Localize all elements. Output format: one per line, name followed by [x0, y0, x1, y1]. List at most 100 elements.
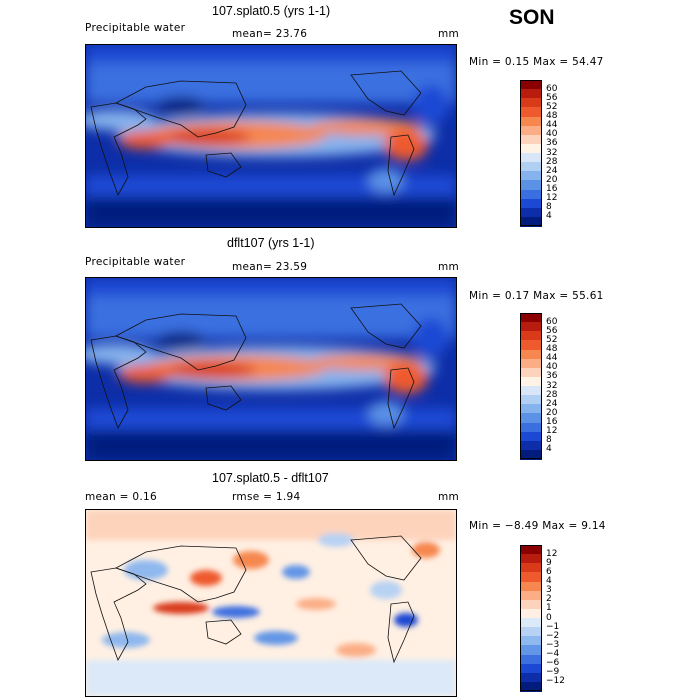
colorbar-segment [520, 189, 542, 200]
colorbar-segment [520, 554, 542, 564]
panel-3-mean-label: mean = 0.16 [85, 491, 157, 503]
colorbar-segment [520, 171, 542, 181]
panel-3-rmse-label: rmse = 1.94 [232, 491, 301, 503]
colorbar-segment [520, 313, 542, 323]
panel-1-minmax: Min = 0.15 Max = 54.47 [469, 56, 604, 68]
panel-2-map [85, 277, 457, 461]
colorbar-tick-label: 9 [546, 557, 552, 568]
colorbar-tick-label: 52 [546, 334, 558, 345]
colorbar-segment [520, 340, 542, 350]
colorbar-tick-label: −9 [546, 667, 560, 678]
colorbar-segment [520, 153, 542, 163]
colorbar-tick-label: −1 [546, 621, 560, 632]
colorbar-segment [520, 116, 542, 127]
colorbar-segment [520, 636, 542, 646]
colorbar-frame [520, 80, 542, 226]
colorbar-tick-label: 2 [546, 594, 552, 605]
panel-2-map-field [86, 278, 456, 460]
colorbar-segment [520, 545, 542, 555]
colorbar-tick-label: 20 [546, 407, 558, 418]
panel-2-variable-label: Precipitable water [85, 256, 186, 268]
colorbar-tick-label: 60 [546, 83, 558, 94]
colorbar-segment [520, 645, 542, 655]
colorbar-tick-label: 3 [546, 585, 552, 596]
colorbar-tick-label: −4 [546, 649, 560, 659]
colorbar-segment [520, 618, 542, 628]
colorbar-segment [520, 404, 542, 414]
colorbar-tick-label: 32 [546, 380, 558, 391]
colorbar-tick-label: 56 [546, 92, 558, 103]
colorbar-tick-label: 8 [546, 202, 552, 213]
colorbar-tick-label: 48 [546, 111, 558, 121]
colorbar-segment [520, 349, 542, 360]
colorbar-segment [520, 134, 542, 145]
colorbar-segment [520, 162, 542, 172]
panel-1-variable-label: Precipitable water [85, 22, 186, 34]
panel-2-title: dflt107 (yrs 1-1) [227, 236, 315, 250]
colorbar-segment [520, 207, 542, 218]
colorbar-tick-label: 24 [546, 165, 558, 176]
colorbar-segment [520, 98, 542, 108]
colorbar-tick-label: 44 [546, 120, 558, 131]
colorbar-tick-label: 16 [546, 417, 558, 427]
colorbar-tick-label: 24 [546, 398, 558, 409]
colorbar-segment [520, 681, 542, 692]
colorbar-tick-label: −3 [546, 639, 560, 650]
colorbar-tick-label: 56 [546, 325, 558, 336]
panel-3-map-field [86, 510, 456, 696]
season-label: SON [509, 6, 555, 29]
colorbar-segment [520, 322, 542, 332]
colorbar-segment [520, 431, 542, 442]
panel-2-units: mm [438, 261, 460, 273]
colorbar-tick-label: 36 [546, 371, 558, 382]
colorbar-tick-label: 40 [546, 362, 558, 373]
colorbar-tick-label: 1 [546, 603, 552, 614]
colorbar-segment [520, 89, 542, 99]
colorbar-segment [520, 599, 542, 610]
colorbar-segment [520, 376, 542, 387]
colorbar-tick-label: 28 [546, 389, 558, 400]
colorbar-segment [520, 331, 542, 341]
colorbar-frame [520, 545, 542, 691]
colorbar-segment [520, 654, 542, 665]
colorbar-segment [520, 80, 542, 90]
colorbar-segment [520, 581, 542, 592]
colorbar-tick-label: 20 [546, 174, 558, 185]
colorbar-segment [520, 563, 542, 573]
panel-2-colorbar: 60 56 52 48 44 40 36 32 28 24 20 16 12 8 4 [520, 313, 580, 460]
colorbar-tick-label: 40 [546, 129, 558, 140]
panel-1-mean-label: mean= 23.76 [232, 28, 308, 40]
panel-1-title: 107.splat0.5 (yrs 1-1) [212, 4, 331, 18]
panel-1-map-field [86, 45, 456, 227]
colorbar-tick-label: 16 [546, 184, 558, 194]
colorbar-tick-label: −2 [546, 630, 560, 641]
colorbar-segment [520, 125, 542, 136]
colorbar-segment [520, 358, 542, 369]
colorbar-segment [520, 216, 542, 227]
panel-1-colorbar: 60 56 52 48 44 40 36 32 28 24 20 16 12 8 4 [520, 80, 580, 227]
colorbar-tick-label: 0 [546, 612, 552, 623]
colorbar-tick-label: 12 [546, 426, 558, 437]
colorbar-segment [520, 422, 542, 433]
colorbar-tick-label: 8 [546, 435, 552, 446]
colorbar-tick-label: 36 [546, 138, 558, 149]
colorbar-segment [520, 440, 542, 451]
colorbar-segment [520, 386, 542, 396]
colorbar-tick-label: 4 [546, 211, 552, 222]
colorbar-segment [520, 107, 542, 117]
colorbar-segment [520, 367, 542, 378]
colorbar-segment [520, 180, 542, 190]
colorbar-segment [520, 672, 542, 683]
panel-3-map [85, 509, 457, 697]
colorbar-segment [520, 143, 542, 154]
panel-2-minmax: Min = 0.17 Max = 55.61 [469, 290, 604, 302]
panel-2-mean-label: mean= 23.59 [232, 261, 308, 273]
colorbar-tick-label: 44 [546, 353, 558, 364]
colorbar-segment [520, 590, 542, 601]
colorbar-segment [520, 449, 542, 460]
colorbar-tick-label: 4 [546, 576, 552, 586]
panel-2-coastlines [90, 303, 422, 430]
colorbar-segment [520, 395, 542, 405]
panel-3-title: 107.splat0.5 - dflt107 [212, 471, 329, 485]
colorbar-tick-label: 28 [546, 156, 558, 167]
